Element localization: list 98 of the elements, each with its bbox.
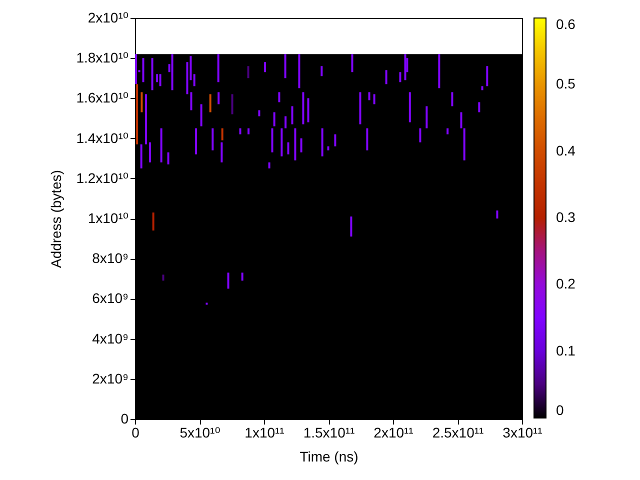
bar	[171, 54, 174, 90]
bar	[159, 74, 162, 86]
bar	[399, 72, 402, 82]
bar	[327, 146, 330, 150]
bar	[463, 128, 466, 160]
y-tick-label: 1.2x10¹⁰	[76, 170, 129, 186]
bar	[366, 128, 368, 150]
bar	[209, 94, 212, 112]
y-tick-label: 2x10⁹	[92, 370, 128, 386]
bar	[217, 54, 220, 82]
bar	[300, 138, 302, 152]
bar	[271, 128, 274, 152]
bar	[385, 70, 388, 84]
bar	[144, 94, 147, 144]
bar	[284, 54, 286, 78]
bar	[160, 128, 162, 162]
y-tick-label: 8x10⁹	[92, 250, 128, 266]
color-bar-label: 0.2	[556, 276, 576, 292]
bar	[136, 84, 138, 144]
bar	[298, 54, 300, 88]
bar	[200, 104, 202, 126]
x-tick-label: 2x10¹¹	[374, 424, 414, 440]
bar	[195, 128, 198, 154]
color-bar-label: 0	[556, 402, 564, 418]
bar	[438, 54, 440, 88]
bar	[481, 86, 484, 90]
bar	[446, 128, 449, 134]
bar	[373, 94, 376, 104]
y-tick-label: 6x10⁹	[92, 290, 128, 306]
bar	[193, 74, 196, 86]
bar	[359, 92, 362, 124]
bar	[368, 92, 370, 100]
bar	[287, 142, 290, 154]
bar	[247, 66, 250, 78]
bar	[264, 62, 266, 72]
bar	[241, 272, 244, 281]
bar	[190, 92, 192, 110]
bar	[221, 128, 224, 140]
bar	[307, 98, 310, 122]
bar	[239, 128, 242, 134]
color-bar-label: 0.3	[556, 209, 576, 225]
y-axis-title: Address (bytes)	[48, 170, 64, 268]
bar	[280, 128, 283, 156]
bar	[167, 152, 170, 164]
bar	[291, 106, 294, 124]
bar	[278, 92, 280, 102]
x-axis-title: Time (ns)	[300, 448, 358, 464]
bar	[162, 274, 164, 281]
y-tick-label: 1.8x10¹⁰	[76, 50, 129, 66]
x-tick-label: 5x10¹⁰	[180, 424, 221, 440]
bar	[350, 216, 352, 237]
bar	[156, 74, 158, 82]
bar	[451, 92, 454, 106]
x-tick-label: 2.5x10¹¹	[432, 424, 484, 440]
bar	[142, 58, 144, 82]
bar	[478, 102, 480, 112]
x-tick-label: 1.5x10¹¹	[303, 424, 356, 440]
y-tick-label: 1x10¹⁰	[88, 210, 129, 226]
bar	[302, 92, 304, 124]
bar	[351, 54, 354, 72]
bar	[227, 272, 230, 289]
x-tick-label: 3x10¹¹	[502, 424, 543, 440]
bar	[419, 128, 422, 142]
bar	[140, 92, 143, 112]
y-tick-label: 4x10⁹	[92, 330, 128, 346]
color-bar-label: 0.1	[556, 342, 576, 358]
bar	[212, 128, 214, 150]
bar	[486, 66, 488, 86]
bar	[148, 142, 151, 162]
bar	[231, 94, 234, 114]
x-tick-label: 1x10¹¹	[244, 424, 285, 440]
bar	[151, 58, 154, 90]
y-tick-label: 1.4x10¹⁰	[76, 130, 129, 146]
bar	[273, 112, 276, 126]
y-tick-label: 0	[120, 410, 129, 426]
bar	[284, 116, 287, 128]
color-bar-label: 0.5	[556, 76, 576, 92]
bar	[135, 54, 138, 84]
bar	[320, 66, 323, 76]
bar	[408, 92, 411, 122]
bar	[321, 128, 324, 156]
bar	[268, 162, 270, 168]
bar	[248, 128, 250, 134]
x-tick-label: 0	[132, 424, 140, 440]
bar	[496, 210, 498, 218]
bar	[426, 106, 428, 128]
y-tick-label: 2x10¹⁰	[88, 10, 129, 26]
color-bar-label: 0.4	[556, 142, 576, 158]
bar	[294, 128, 296, 160]
bar	[152, 212, 154, 231]
bar	[258, 110, 260, 116]
bar	[218, 92, 220, 104]
bar	[220, 142, 223, 162]
y-tick-label: 1.6x10¹⁰	[76, 90, 129, 106]
bar	[140, 144, 142, 168]
bar	[460, 112, 462, 128]
bar	[334, 134, 336, 146]
color-bar-label: 0.6	[556, 16, 576, 32]
